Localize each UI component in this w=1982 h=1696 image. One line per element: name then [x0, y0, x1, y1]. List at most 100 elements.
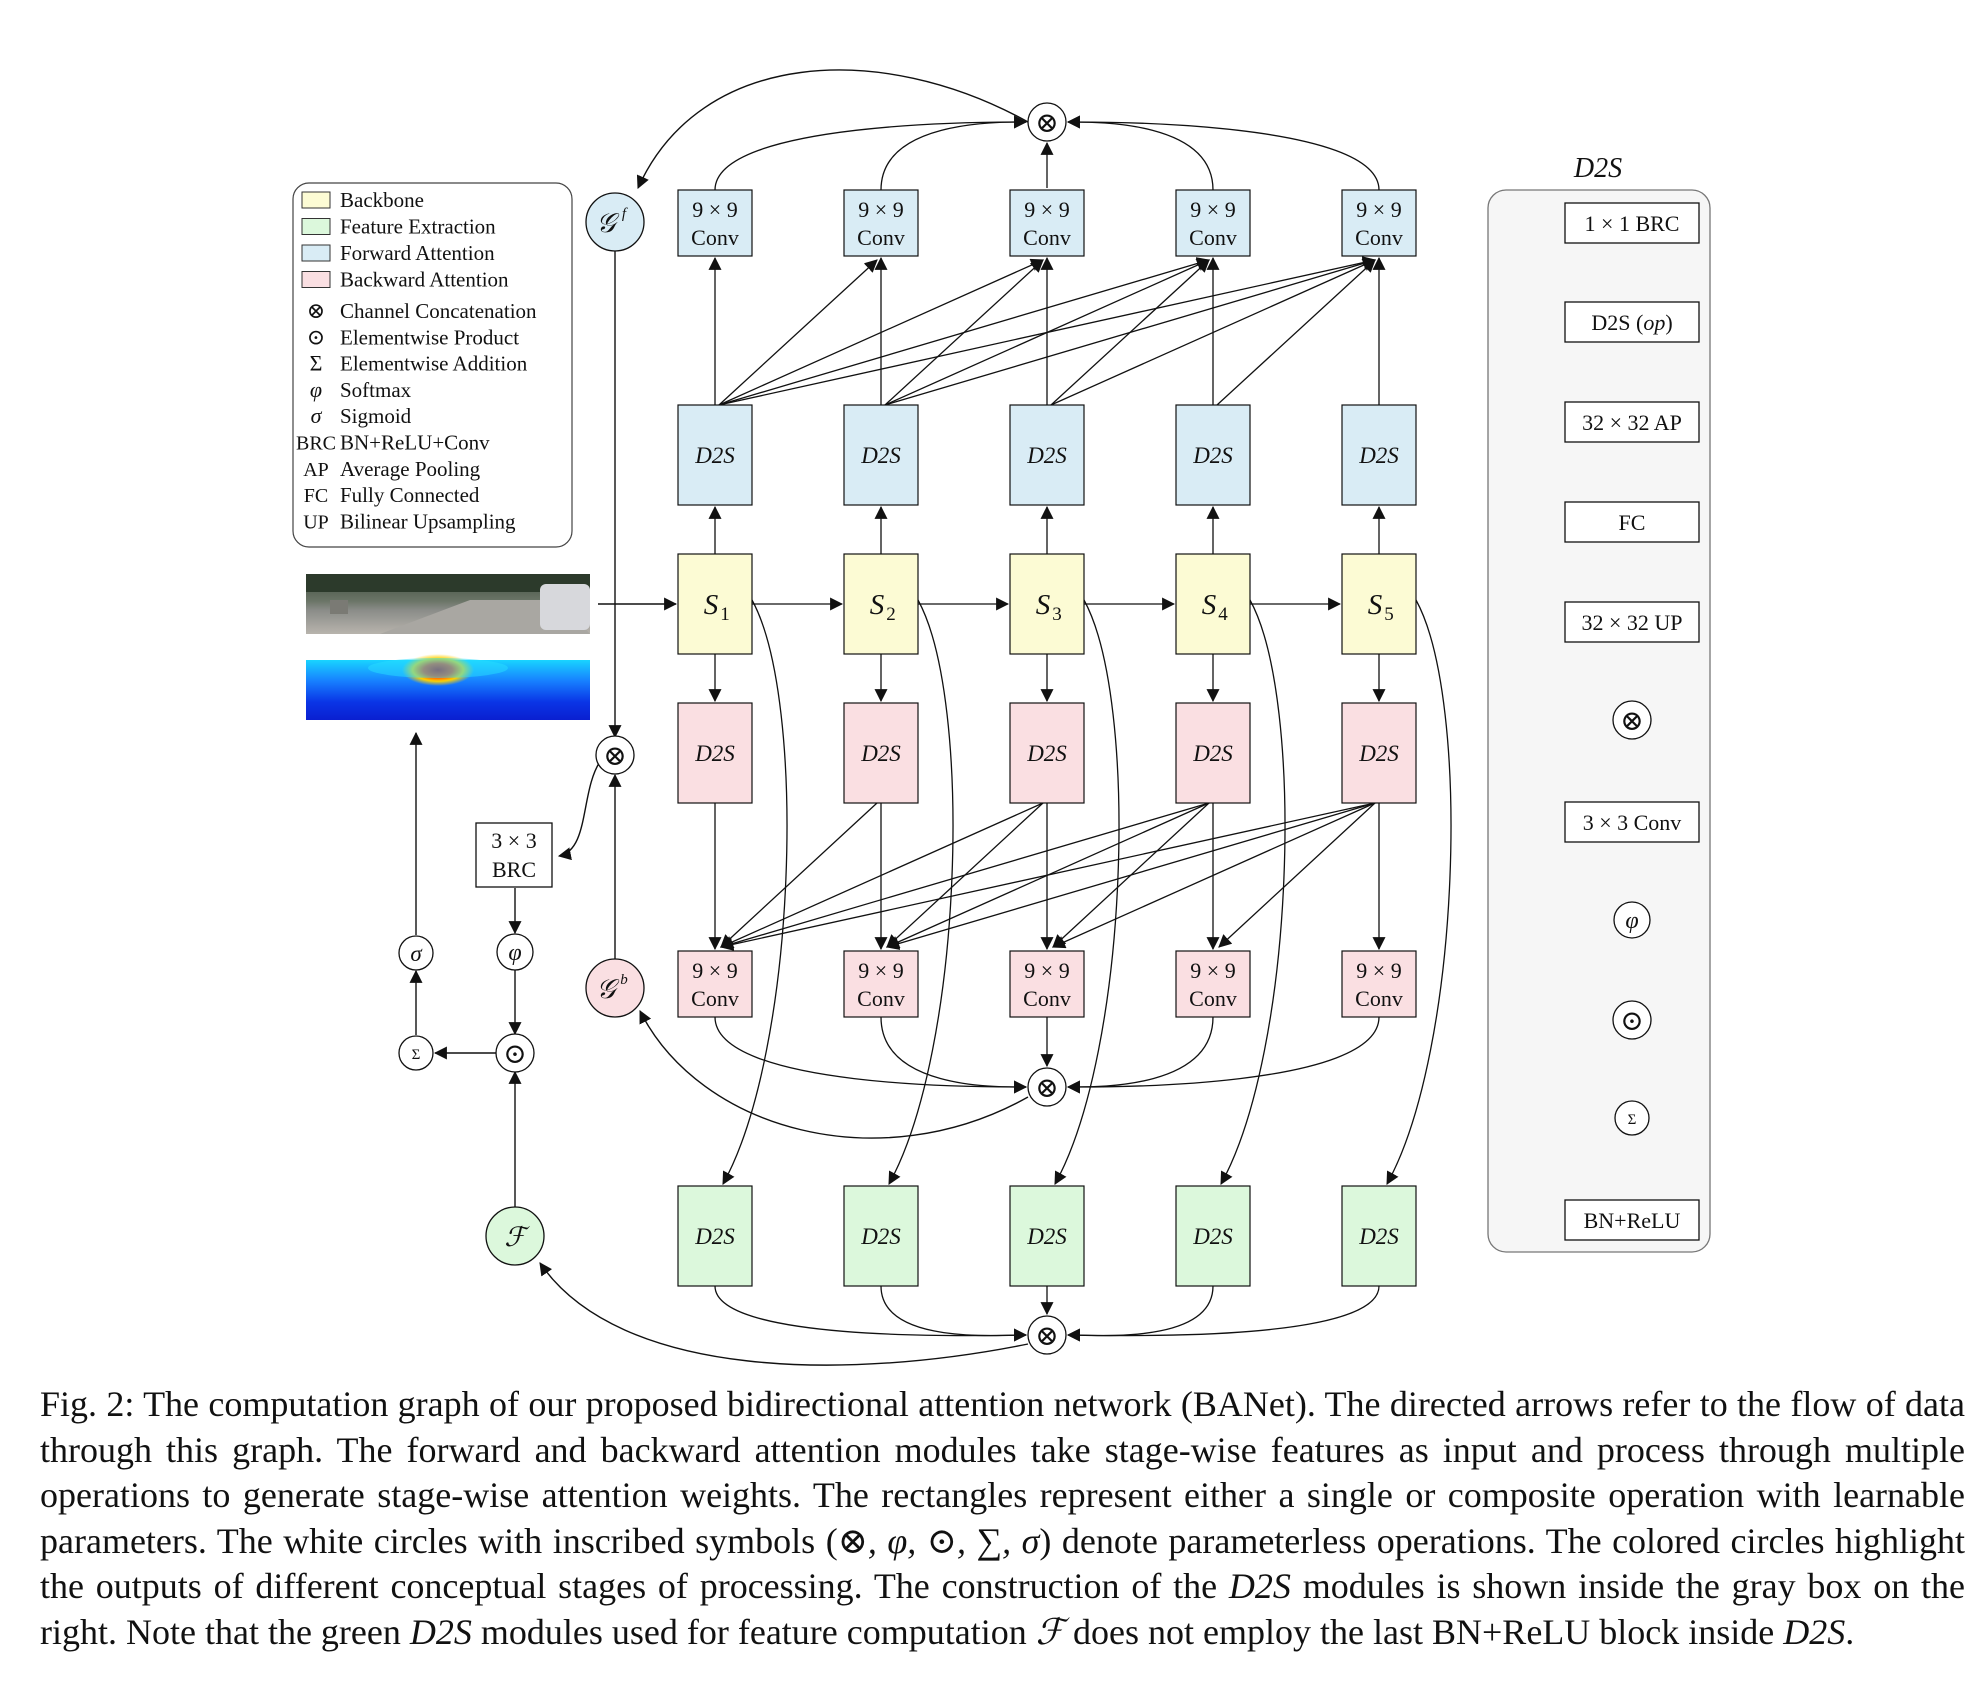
svg-text:Conv: Conv — [857, 986, 905, 1011]
svg-text:BRC: BRC — [296, 433, 336, 455]
svg-text:9 × 9: 9 × 9 — [858, 197, 903, 222]
svg-text:σ: σ — [311, 403, 323, 428]
svg-text:⊙: ⊙ — [307, 324, 325, 349]
forward-conv-5: 9 × 9 Conv — [1341, 189, 1417, 257]
edge — [719, 802, 1210, 950]
figure-caption: Fig. 2: The computation graph of our pro… — [40, 1384, 1965, 1652]
svg-text:9 × 9: 9 × 9 — [1024, 197, 1069, 222]
edge — [880, 1285, 1028, 1342]
svg-text:AP: AP — [303, 459, 329, 481]
svg-text:Conv: Conv — [1189, 225, 1237, 250]
svg-text:D2S: D2S — [1026, 443, 1067, 468]
svg-text:Conv: Conv — [1023, 225, 1071, 250]
svg-text:Sigmoid: Sigmoid — [340, 404, 412, 428]
backward-d2s-2: D2S — [843, 702, 919, 804]
svg-text:BN+ReLU+Conv: BN+ReLU+Conv — [340, 431, 490, 455]
forward-conv-1: 9 × 9 Conv — [677, 189, 753, 257]
svg-text:Conv: Conv — [1189, 986, 1237, 1011]
svg-text:D2S (op): D2S (op) — [1591, 310, 1672, 335]
svg-text:4: 4 — [1218, 604, 1228, 625]
left-pipeline: 𝒢 f 𝒢 b ⊗ 3 × 3 BRC φ ⊙ Σ — [398, 192, 645, 1266]
backward-conv-1: 9 × 9 Conv — [677, 950, 753, 1018]
edge — [1216, 259, 1376, 406]
legend-box — [292, 182, 573, 548]
svg-text:Σ: Σ — [1628, 1112, 1637, 1128]
edge — [1386, 599, 1452, 1185]
svg-text:Σ: Σ — [412, 1047, 421, 1063]
g-b-node: 𝒢 b — [585, 958, 645, 1018]
edge — [885, 802, 1376, 950]
legend-item-elementwise-product: ⊙ Elementwise Product — [307, 324, 519, 349]
svg-text:D2S: D2S — [1026, 1224, 1067, 1249]
d2s-softmax-node: φ — [1613, 901, 1651, 939]
svg-text:Feature Extraction: Feature Extraction — [340, 215, 496, 239]
svg-text:32 × 32 UP: 32 × 32 UP — [1581, 610, 1682, 635]
top-concat-node: ⊗ — [1027, 102, 1067, 142]
svg-text:9 × 9: 9 × 9 — [1190, 958, 1235, 983]
d2s-block-up: 32 × 32 UP — [1564, 601, 1700, 643]
svg-text:b: b — [620, 972, 628, 988]
svg-text:UP: UP — [303, 511, 329, 533]
feature-d2s-2: D2S — [843, 1185, 919, 1287]
svg-text:⊙: ⊙ — [503, 1039, 526, 1070]
svg-text:9 × 9: 9 × 9 — [692, 958, 737, 983]
feature-d2s-3: D2S — [1009, 1185, 1085, 1287]
svg-text:D2S: D2S — [1358, 1224, 1399, 1249]
svg-text:1: 1 — [720, 604, 730, 625]
svg-text:S: S — [704, 589, 719, 621]
forward-d2s-2: D2S — [843, 404, 919, 506]
edge — [719, 802, 1376, 951]
d2s-block-op: D2S (op) — [1564, 301, 1700, 343]
svg-text:⊗: ⊗ — [1035, 1073, 1058, 1104]
bottom-concat-node: ⊗ — [1027, 1315, 1067, 1355]
d2s-panel-title: D2S — [1573, 153, 1622, 184]
svg-text:5: 5 — [1384, 604, 1394, 625]
svg-text:Softmax: Softmax — [340, 378, 412, 402]
svg-text:φ: φ — [310, 377, 322, 402]
svg-text:9 × 9: 9 × 9 — [1024, 958, 1069, 983]
svg-text:S: S — [1368, 589, 1383, 621]
input-depth-map — [306, 654, 590, 720]
product-node: ⊙ — [495, 1033, 535, 1073]
feature-d2s-4: D2S — [1175, 1185, 1251, 1287]
svg-text:2: 2 — [886, 604, 896, 625]
svg-text:D2S: D2S — [860, 741, 901, 766]
edge — [714, 1285, 1028, 1342]
middle-concat-node: ⊗ — [1027, 1067, 1067, 1107]
svg-text:D2S: D2S — [1192, 1224, 1233, 1249]
svg-text:S: S — [870, 589, 885, 621]
forward-conv-2: 9 × 9 Conv — [843, 189, 919, 257]
svg-text:3: 3 — [1052, 604, 1062, 625]
svg-text:FC: FC — [304, 485, 328, 507]
legend-item-backward-attention: Backward Attention — [301, 268, 509, 292]
backward-conv-3: 9 × 9 Conv — [1009, 950, 1085, 1018]
edge — [1066, 1285, 1380, 1342]
svg-text:32 × 32 AP: 32 × 32 AP — [1582, 410, 1682, 435]
forward-d2s-5: D2S — [1341, 404, 1417, 506]
svg-text:⊗: ⊗ — [307, 298, 325, 323]
svg-text:BN+ReLU: BN+ReLU — [1584, 1208, 1681, 1233]
forward-d2s-1: D2S — [677, 404, 753, 506]
input-rgb-image — [306, 574, 590, 634]
svg-text:D2S: D2S — [1358, 741, 1399, 766]
edge — [1050, 259, 1210, 406]
svg-text:Conv: Conv — [857, 225, 905, 250]
forward-d2s-3: D2S — [1009, 404, 1085, 506]
legend-item-sigmoid: σ Sigmoid — [311, 403, 412, 428]
svg-text:Bilinear Upsampling: Bilinear Upsampling — [340, 509, 516, 533]
svg-text:Forward Attention: Forward Attention — [340, 241, 495, 265]
svg-text:Average Pooling: Average Pooling — [340, 457, 481, 481]
svg-text:Channel Concatenation: Channel Concatenation — [340, 299, 537, 323]
edge — [888, 599, 954, 1185]
legend-item-softmax: φ Softmax — [310, 377, 412, 402]
legend-item-channel-concatenation: ⊗ Channel Concatenation — [307, 298, 537, 323]
edge — [880, 115, 1028, 191]
svg-text:3 × 3: 3 × 3 — [491, 828, 536, 853]
svg-text:Σ: Σ — [310, 351, 323, 376]
svg-text:FC: FC — [1619, 510, 1646, 535]
